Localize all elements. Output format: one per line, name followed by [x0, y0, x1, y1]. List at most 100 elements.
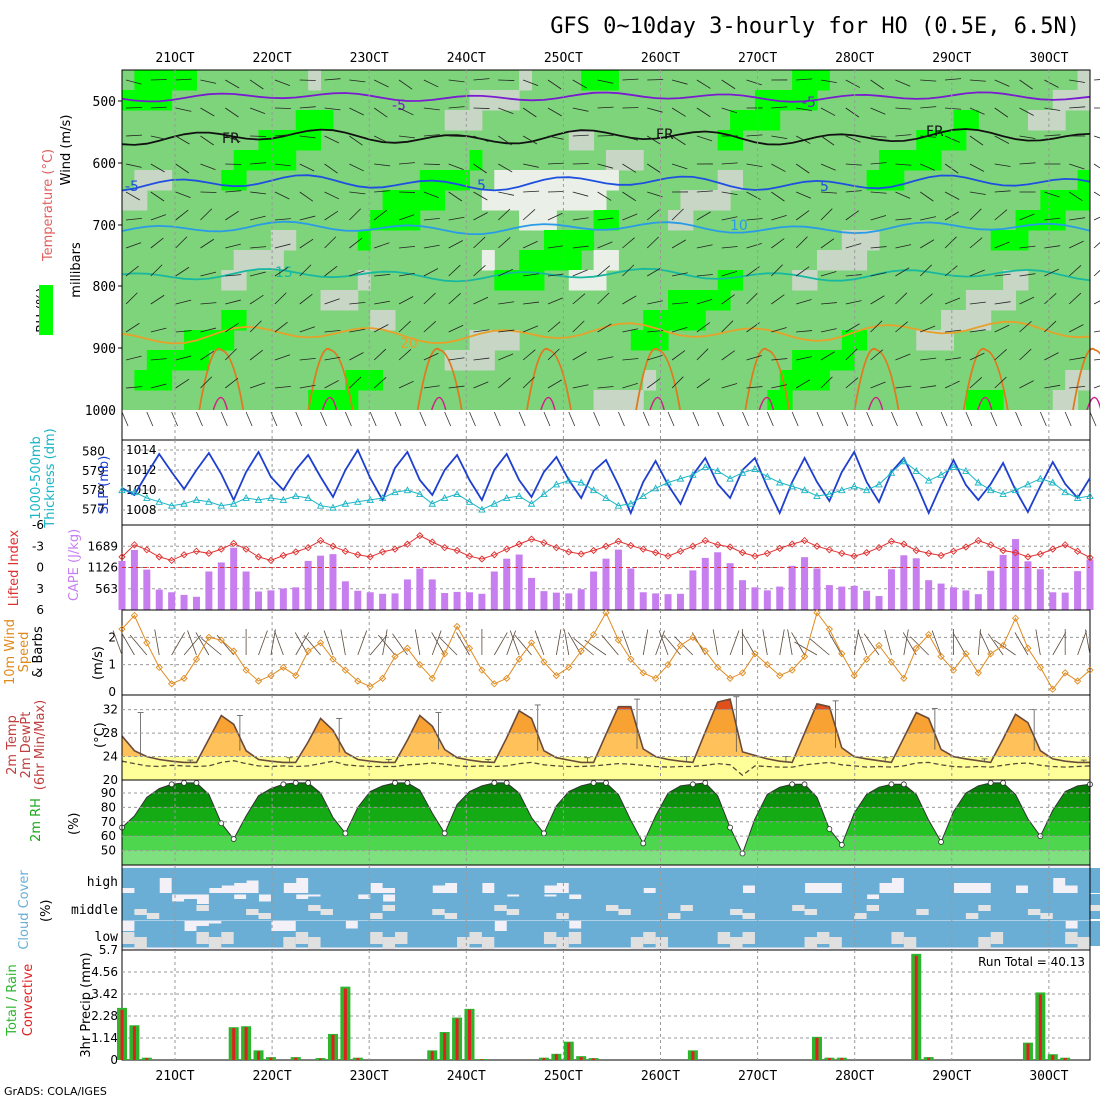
wind-speed-point: [999, 641, 1007, 650]
surface-barb: [816, 411, 824, 427]
wind-barb: [200, 208, 213, 221]
wind-barb: [795, 379, 811, 389]
surface-wind-barb: [977, 629, 981, 656]
lifted-index-axis-label-text: Lifted Index: [7, 529, 22, 606]
cloud-gap: [742, 932, 755, 944]
wind-barb: [448, 357, 465, 361]
rh-cell: [506, 170, 520, 191]
cloud-gap: [990, 932, 1004, 944]
wind-barb: [994, 163, 1011, 167]
rh-cell: [953, 110, 967, 131]
surface-wind-barb: [392, 633, 408, 656]
cloud-gap: [680, 905, 693, 911]
wind-barb: [473, 212, 488, 221]
rh-cell: [779, 90, 793, 111]
wind-barb: [771, 135, 788, 140]
wind-barb: [473, 329, 490, 333]
wind-barb: [622, 295, 637, 305]
wind-barb: [795, 163, 810, 174]
rh-cell: [953, 310, 967, 331]
wind-barb: [498, 237, 511, 249]
rh-cell: [692, 190, 706, 211]
thickness-tick-label: 579: [82, 464, 105, 478]
lifted-index-point: [912, 546, 920, 555]
convective-precip-bar: [542, 1058, 546, 1060]
surface-wind-barb: [1085, 629, 1091, 656]
wind-barb: [721, 383, 738, 389]
wind-unit-label: (m/s): [91, 646, 106, 680]
thickness-point: [515, 492, 523, 499]
surface-wind-barb: [303, 634, 321, 656]
wind-barb: [597, 241, 613, 249]
wind-speed-point: [441, 650, 449, 658]
dewpoint-line: [121, 760, 1091, 777]
wind-speed-point: [676, 641, 685, 650]
surface-barb: [1064, 411, 1072, 427]
convective-precip-bar: [132, 1026, 136, 1060]
surface-wind-barb: [369, 634, 388, 656]
rh-cell: [295, 110, 309, 131]
rh-cell: [134, 370, 148, 391]
surface-wind-barb: [121, 632, 135, 656]
temp-band-yellow: [122, 756, 1090, 780]
wind-barb: [671, 163, 688, 170]
wind-barb: [969, 135, 984, 146]
rh-cell: [941, 130, 954, 151]
cloud-cell-high: [965, 868, 979, 883]
rh-cell: [444, 170, 458, 191]
cape-bar: [937, 583, 945, 610]
lifted-index-point: [652, 548, 660, 557]
convective-precip-bar: [815, 1037, 819, 1060]
cloud-cell-low: [841, 921, 855, 946]
surface-barb: [742, 411, 749, 427]
cloud-cell-low: [928, 921, 942, 946]
rh-cell: [184, 350, 197, 371]
wind-barb: [498, 377, 511, 389]
cloud-cell-middle: [432, 894, 446, 919]
rh-cell: [891, 170, 905, 191]
lifted-index-point: [378, 548, 387, 556]
wind-barb: [622, 213, 638, 221]
convective-precip-bar: [430, 1051, 434, 1060]
wind-barb: [150, 327, 167, 333]
wind-barb: [299, 79, 316, 81]
wind-barb: [969, 107, 985, 115]
convective-precip-bar: [244, 1027, 248, 1060]
wind-barb: [349, 79, 366, 83]
cape-bar: [912, 558, 920, 610]
wind-barb: [795, 266, 810, 277]
lifted-index-point: [465, 552, 474, 560]
cloud-cell-low: [419, 921, 433, 946]
convective-precip-bar: [827, 1058, 831, 1060]
lifted-index-point: [552, 544, 560, 552]
wind-speed-point: [1086, 666, 1094, 674]
rh-cell: [1077, 90, 1091, 111]
wind-barb: [225, 210, 239, 221]
rh-cell: [916, 130, 930, 151]
surface-wind-barb: [863, 633, 880, 656]
rh-point: [590, 779, 597, 786]
cloud-cell-high: [1003, 868, 1017, 893]
rh-point: [441, 830, 448, 837]
wind-barb: [200, 302, 217, 305]
wind-barb: [696, 211, 711, 221]
wind-axis-label-left-line: Speed: [17, 632, 32, 673]
cloud-gap: [643, 932, 656, 944]
cloud-gap: [1065, 932, 1078, 944]
wind-barb: [820, 135, 835, 146]
hot-contour: [212, 396, 229, 411]
wind-barb: [398, 245, 415, 249]
wind-barb: [1093, 385, 1100, 389]
wind-barb: [249, 349, 263, 361]
wind-barb: [994, 273, 1011, 277]
surface-wind-barb: [1052, 632, 1067, 656]
cloud-gap: [134, 909, 147, 915]
rh-band: [122, 792, 1090, 808]
wind-barb: [820, 238, 835, 249]
rh-cell: [1077, 190, 1091, 211]
cape-bar: [1036, 569, 1044, 610]
cloud-cell-middle: [146, 894, 160, 919]
cloud-cell-middle: [270, 894, 284, 919]
wind-barb: [274, 321, 288, 333]
wind-speed-point: [552, 671, 560, 680]
